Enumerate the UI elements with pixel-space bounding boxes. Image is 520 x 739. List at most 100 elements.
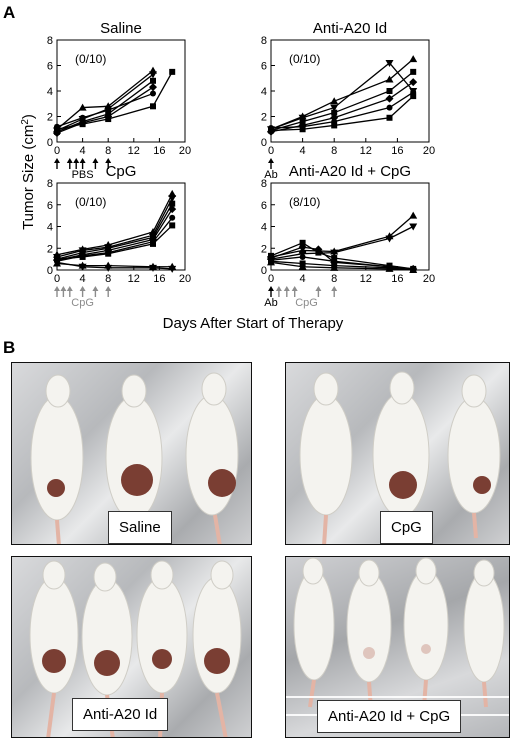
- data-point: [298, 262, 307, 270]
- photo-anti-a20-id-cpg: Anti-A20 Id + CpG: [285, 556, 510, 738]
- data-point: [331, 109, 338, 116]
- treatment-arrowhead: [275, 286, 282, 291]
- y-tick-label: 6: [47, 61, 53, 73]
- photo-label-saline: Saline: [108, 511, 172, 544]
- data-point: [385, 75, 394, 83]
- series-0: [267, 55, 418, 133]
- series-6: [267, 258, 418, 273]
- data-point: [149, 264, 157, 272]
- data-point: [168, 205, 177, 214]
- data-point: [314, 245, 323, 254]
- data-point: [409, 223, 418, 231]
- treatment-arrowhead: [315, 286, 322, 291]
- series-7: [53, 259, 177, 273]
- data-point: [168, 265, 177, 273]
- data-point: [386, 88, 393, 94]
- data-point: [53, 259, 61, 267]
- treatment-arrowhead: [79, 286, 86, 291]
- panel-b-letter: B: [3, 338, 16, 357]
- data-point: [386, 114, 393, 121]
- data-point: [330, 104, 339, 112]
- x-tick-label: 12: [360, 273, 372, 285]
- data-point: [149, 71, 157, 79]
- photo-cpg: CpG: [285, 362, 510, 545]
- data-point: [79, 121, 86, 128]
- data-point: [331, 255, 338, 262]
- y-tick-label: 0: [261, 265, 267, 277]
- data-point: [150, 103, 156, 110]
- treatment-arrowhead: [291, 286, 298, 291]
- y-tick-label: 0: [47, 137, 53, 149]
- treatment-arrowhead: [79, 158, 86, 163]
- data-point: [267, 258, 275, 266]
- y-tick-label: 8: [47, 35, 53, 47]
- x-tick-label: 16: [391, 145, 403, 157]
- photo-label-anti-a20-id: Anti-A20 Id: [72, 698, 169, 731]
- data-point: [298, 243, 307, 252]
- mice-illustration: [30, 372, 239, 544]
- photo-anti-a20-id: Anti-A20 Id: [11, 556, 252, 738]
- antibody-arrowhead: [268, 286, 274, 291]
- data-point: [169, 200, 176, 207]
- x-tick-label: 8: [105, 145, 111, 157]
- photo-saline: Saline: [11, 362, 252, 545]
- data-point: [169, 68, 176, 75]
- data-point: [299, 239, 306, 246]
- y-tick-label: 4: [261, 86, 267, 98]
- treatment-arrowhead: [105, 158, 112, 163]
- y-tick-label: 6: [261, 200, 267, 212]
- x-tick-label: 8: [105, 273, 111, 285]
- chart-title: Saline: [100, 20, 142, 37]
- data-point: [150, 90, 156, 97]
- data-point: [105, 107, 112, 114]
- treatment-arrowhead: [73, 158, 80, 163]
- data-point: [54, 256, 60, 263]
- y-tick-label: 0: [261, 137, 267, 149]
- antibody-label: Ab: [264, 297, 277, 309]
- chart-title: Anti-A20 Id: [313, 20, 387, 37]
- x-tick-label: 12: [128, 273, 140, 285]
- y-tick-label: 6: [261, 61, 267, 73]
- data-point: [330, 249, 339, 257]
- treatment-arrowhead: [92, 286, 99, 291]
- x-tick-label: 20: [423, 145, 435, 157]
- series-1: [53, 71, 157, 135]
- chart-annotation: (0/10): [75, 52, 106, 66]
- chart-annotation: (0/10): [289, 52, 320, 66]
- line-charts: Tumor Size (cm2) Days After Start of The…: [20, 20, 436, 332]
- treatment-arrowhead: [60, 286, 67, 291]
- treatment-arrowhead: [92, 158, 99, 163]
- treatment-label: CpG: [295, 297, 318, 309]
- series-0: [53, 189, 177, 258]
- data-point: [268, 127, 274, 134]
- panel-a-letter: A: [3, 3, 16, 22]
- data-point: [168, 195, 177, 203]
- data-point: [169, 214, 176, 221]
- treatment-arrowhead: [283, 286, 290, 291]
- treatment-arrowhead: [54, 286, 60, 291]
- data-point: [104, 264, 113, 272]
- y-tick-label: 4: [261, 222, 267, 234]
- data-point: [78, 263, 87, 271]
- antibody-arrowhead: [268, 158, 274, 163]
- data-point: [386, 104, 393, 111]
- data-point: [331, 122, 338, 129]
- chart-annotation: (8/10): [289, 195, 320, 209]
- x-tick-label: 4: [80, 145, 86, 157]
- x-tick-label: 12: [128, 145, 140, 157]
- treatment-label: PBS: [72, 169, 94, 181]
- chart-annotation: (0/10): [75, 195, 106, 209]
- series-line: [270, 225, 414, 260]
- data-point: [330, 97, 339, 105]
- data-point: [410, 68, 417, 75]
- series-line: [56, 92, 154, 128]
- chart-2: CpG (0/10) 0 2 4 6 8 0 4 8 12 16 20 CpG: [47, 163, 191, 309]
- x-tick-label: 4: [300, 273, 306, 285]
- series-1: [267, 59, 418, 134]
- x-tick-label: 16: [153, 273, 165, 285]
- chart-3: Anti-A20 Id + CpG (8/10) 0 2 4 6 8 0 4 8 12 16 20 CpG…: [261, 163, 435, 309]
- data-point: [299, 253, 306, 260]
- chart-1: Anti-A20 Id (0/10) 0 2 4 6 8 0 4 8 12 16 20 Ab: [261, 20, 435, 181]
- series-5: [54, 222, 176, 263]
